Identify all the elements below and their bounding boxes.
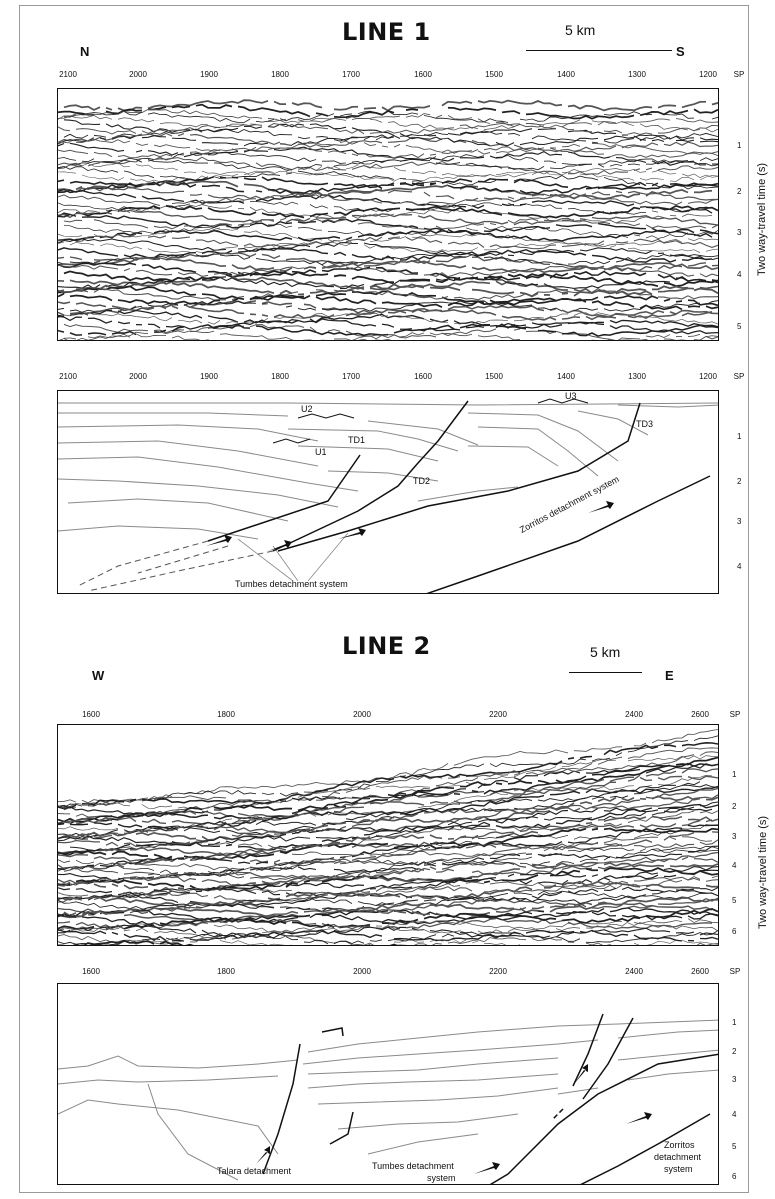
line2-dir-right: E [665, 668, 674, 683]
line2-seismic-image [58, 729, 718, 945]
line1-sp-label-bottom: SP [733, 372, 745, 381]
line2-title: LINE 2 [342, 632, 431, 660]
line2-interpretation-drawing [58, 1013, 718, 1184]
line2-sp-tick-b-2000: 2000 [353, 967, 371, 976]
line1-scale-label: 5 km [565, 22, 596, 38]
label-zorritos-line2-b: detachment [654, 1152, 702, 1162]
line1-sp-tick-b-1400: 1400 [557, 372, 575, 381]
label-tumbes-line2-b: system [427, 1173, 456, 1183]
line2-sp-tick-b-1800: 1800 [217, 967, 235, 976]
line1-sp-tick-1600: 1600 [414, 70, 432, 79]
label-talara: Talara detachment [217, 1166, 292, 1176]
line1-dir-left: N [80, 44, 90, 59]
line2-axis-title: Two way-travel time (s) [757, 815, 769, 929]
line1-sp-tick-b-1600: 1600 [414, 372, 432, 381]
line2-sp-tick-b-2200: 2200 [489, 967, 507, 976]
line2-sp-tick-2000: 2000 [353, 710, 371, 719]
line2-sp-tick-2200: 2200 [489, 710, 507, 719]
line2-interp-time-tick-6: 6 [732, 1172, 737, 1181]
line2-dir-left: W [92, 668, 105, 683]
line1-sp-tick-b-1200: 1200 [699, 372, 717, 381]
line1-sp-tick-b-1800: 1800 [271, 372, 289, 381]
line1-title: LINE 1 [342, 18, 431, 46]
line1-time-tick-1: 1 [737, 141, 742, 150]
line1-sp-tick-b-1900: 1900 [200, 372, 218, 381]
line1-sp-tick-b-2100: 2100 [59, 372, 77, 381]
line2-time-tick-5: 5 [732, 896, 737, 905]
line2-interp-time-tick-3: 3 [732, 1075, 737, 1084]
figure-frame [19, 5, 749, 1193]
line1-time-tick-2: 2 [737, 187, 742, 196]
line2-seismic-panel [57, 724, 719, 946]
line2-sp-tick-2400: 2400 [625, 710, 643, 719]
label-zorritos-line2-c: system [664, 1164, 693, 1174]
label-td3: TD3 [636, 419, 654, 429]
label-u2: U2 [301, 404, 313, 414]
line1-seismic-image [58, 99, 718, 340]
line1-seismic-panel [57, 88, 719, 341]
line2-interpretation-panel: Talara detachment Tumbes detachment syst… [57, 983, 719, 1185]
label-u1: U1 [315, 447, 327, 457]
line2-sp-tick-1800: 1800 [217, 710, 235, 719]
line1-interp-time-tick-4: 4 [737, 562, 742, 571]
line2-time-tick-4: 4 [732, 861, 737, 870]
label-zorritos-line2-a: Zorritos [664, 1140, 695, 1150]
line2-sp-label-bottom: SP [729, 967, 741, 976]
line1-sp-tick-1700: 1700 [342, 70, 360, 79]
line1-interp-time-tick-1: 1 [737, 432, 742, 441]
line2-time-tick-6: 6 [732, 927, 737, 936]
line1-time-tick-5: 5 [737, 322, 742, 331]
line1-sp-tick-2000: 2000 [129, 70, 147, 79]
line2-interp-time-tick-2: 2 [732, 1047, 737, 1056]
line2-sp-tick-b-2400: 2400 [625, 967, 643, 976]
line1-interpretation-panel: U2 U1 U3 TD1 TD2 TD3 Tumbes detachment s… [57, 390, 719, 594]
line1-dir-right: S [676, 44, 685, 59]
line1-interp-time-tick-2: 2 [737, 477, 742, 486]
line1-sp-tick-b-1500: 1500 [485, 372, 503, 381]
line1-sp-tick-b-1300: 1300 [628, 372, 646, 381]
line1-axis-title: Two way-travel time (s) [756, 162, 768, 276]
line1-time-tick-4: 4 [737, 270, 742, 279]
line1-sp-tick-1300: 1300 [628, 70, 646, 79]
label-td1: TD1 [348, 435, 366, 445]
line1-sp-label-top: SP [733, 70, 745, 79]
line2-time-tick-3: 3 [732, 832, 737, 841]
line2-scale-label: 5 km [590, 644, 621, 660]
line2-sp-tick-b-1600: 1600 [82, 967, 100, 976]
line2-interp-time-tick-1: 1 [732, 1018, 737, 1027]
label-td2: TD2 [413, 476, 431, 486]
line2-sp-tick-b-2600: 2600 [691, 967, 709, 976]
line1-scale-bar [526, 50, 672, 51]
line2-sp-label-top: SP [729, 710, 741, 719]
label-u3: U3 [565, 391, 577, 401]
line2-scale-bar [569, 672, 642, 673]
line2-sp-tick-1600: 1600 [82, 710, 100, 719]
line2-time-tick-1: 1 [732, 770, 737, 779]
line2-interp-time-tick-5: 5 [732, 1142, 737, 1151]
line2-sp-tick-2600: 2600 [691, 710, 709, 719]
line2-interp-time-tick-4: 4 [732, 1110, 737, 1119]
line1-sp-tick-1500: 1500 [485, 70, 503, 79]
line1-sp-tick-b-2000: 2000 [129, 372, 147, 381]
line2-time-tick-2: 2 [732, 802, 737, 811]
line1-interpretation-drawing [58, 398, 718, 593]
line1-sp-tick-1200: 1200 [699, 70, 717, 79]
line1-time-tick-3: 3 [737, 228, 742, 237]
line1-sp-tick-1800: 1800 [271, 70, 289, 79]
label-tumbes-line2-a: Tumbes detachment [372, 1161, 454, 1171]
line1-sp-tick-b-1700: 1700 [342, 372, 360, 381]
line1-sp-tick-1400: 1400 [557, 70, 575, 79]
label-tumbes-system-line1: Tumbes detachment system [235, 579, 348, 589]
line1-sp-tick-1900: 1900 [200, 70, 218, 79]
line1-interp-time-tick-3: 3 [737, 517, 742, 526]
line1-sp-tick-2100: 2100 [59, 70, 77, 79]
